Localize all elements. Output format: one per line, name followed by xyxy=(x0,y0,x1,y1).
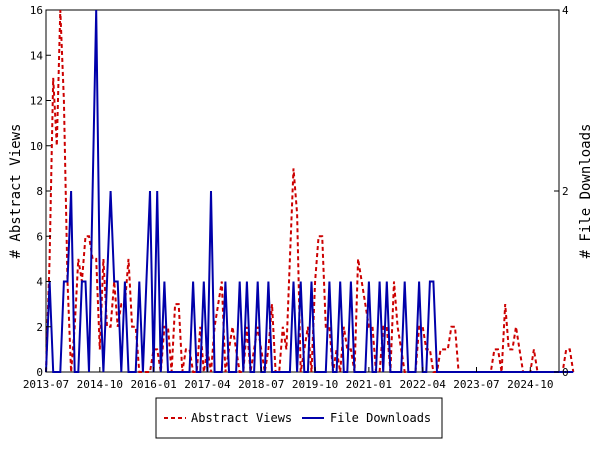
x-tick-label: 2024-10 xyxy=(507,378,553,391)
x-tick-label: 2021-01 xyxy=(346,378,392,391)
left-tick-label: 2 xyxy=(36,321,43,334)
left-axis-title: # Abstract Views xyxy=(8,124,24,259)
right-tick-label: 4 xyxy=(562,4,569,17)
left-tick-label: 0 xyxy=(36,366,43,379)
left-tick-label: 16 xyxy=(30,4,43,17)
legend: Abstract Views File Downloads xyxy=(155,397,443,439)
legend-box xyxy=(155,397,443,439)
left-tick-label: 4 xyxy=(36,276,43,289)
left-tick-label: 8 xyxy=(36,185,43,198)
left-y-axis: 0 2 4 6 8 10 12 14 16 xyxy=(30,4,51,379)
x-tick-label: 2023-07 xyxy=(453,378,499,391)
x-tick-label: 2019-10 xyxy=(292,378,338,391)
x-axis: 2013-07 2014-10 2016-01 2017-04 2018-07 2019-… xyxy=(23,367,553,391)
x-tick-label: 2016-01 xyxy=(130,378,176,391)
right-y-axis: 0 2 4 xyxy=(554,4,569,379)
left-tick-label: 10 xyxy=(30,140,43,153)
left-tick-label: 14 xyxy=(30,49,44,62)
x-tick-label: 2018-07 xyxy=(238,378,284,391)
legend-label-file-downloads: File Downloads xyxy=(330,411,431,425)
right-tick-label: 2 xyxy=(562,185,569,198)
legend-label-abstract-views: Abstract Views xyxy=(191,411,292,425)
x-tick-label: 2017-04 xyxy=(184,378,231,391)
x-tick-label: 2013-07 xyxy=(23,378,69,391)
left-tick-label: 12 xyxy=(30,95,43,108)
series-layer xyxy=(45,9,575,373)
x-tick-label: 2022-04 xyxy=(399,378,446,391)
x-tick-label: 2014-10 xyxy=(77,378,123,391)
right-axis-title: # File Downloads xyxy=(578,124,594,259)
left-tick-label: 6 xyxy=(36,230,43,243)
series-line-file-downloads xyxy=(45,9,574,373)
right-tick-label: 0 xyxy=(562,366,569,379)
